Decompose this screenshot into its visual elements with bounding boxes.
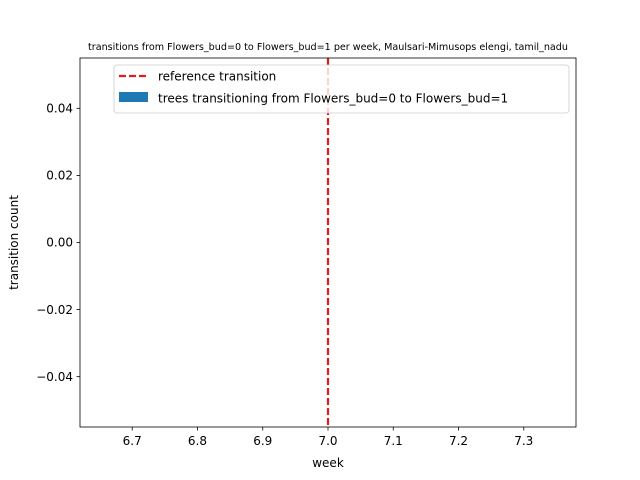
x-tick-label: 7.2 <box>449 434 468 448</box>
x-tick-label: 7.0 <box>318 434 337 448</box>
y-tick-label: 0.00 <box>46 236 73 250</box>
y-tick-label: −0.02 <box>36 303 73 317</box>
legend-frame <box>113 64 570 114</box>
y-tick-label: −0.04 <box>36 370 73 384</box>
legend-series-label: trees transitioning from Flowers_bud=0 t… <box>158 92 508 106</box>
x-axis-label: week <box>312 456 344 470</box>
x-axis-ticks: 6.7 6.8 6.9 7.0 7.1 7.2 7.3 <box>123 427 533 448</box>
y-tick-label: 0.04 <box>46 102 73 116</box>
x-tick-label: 6.9 <box>253 434 272 448</box>
chart-title: transitions from Flowers_bud=0 to Flower… <box>88 42 568 53</box>
x-tick-label: 6.8 <box>188 434 207 448</box>
y-tick-label: 0.02 <box>46 169 73 183</box>
legend: reference transition trees transitioning… <box>113 64 570 114</box>
x-tick-label: 6.7 <box>123 434 142 448</box>
x-tick-label: 7.1 <box>384 434 403 448</box>
y-axis-ticks: 0.04 0.02 0.00 −0.02 −0.04 <box>36 102 80 384</box>
legend-reference-label: reference transition <box>158 70 276 84</box>
x-tick-label: 7.3 <box>514 434 533 448</box>
y-axis-label: transition count <box>7 195 21 290</box>
legend-series-swatch <box>119 92 148 102</box>
plot-area <box>79 57 577 428</box>
